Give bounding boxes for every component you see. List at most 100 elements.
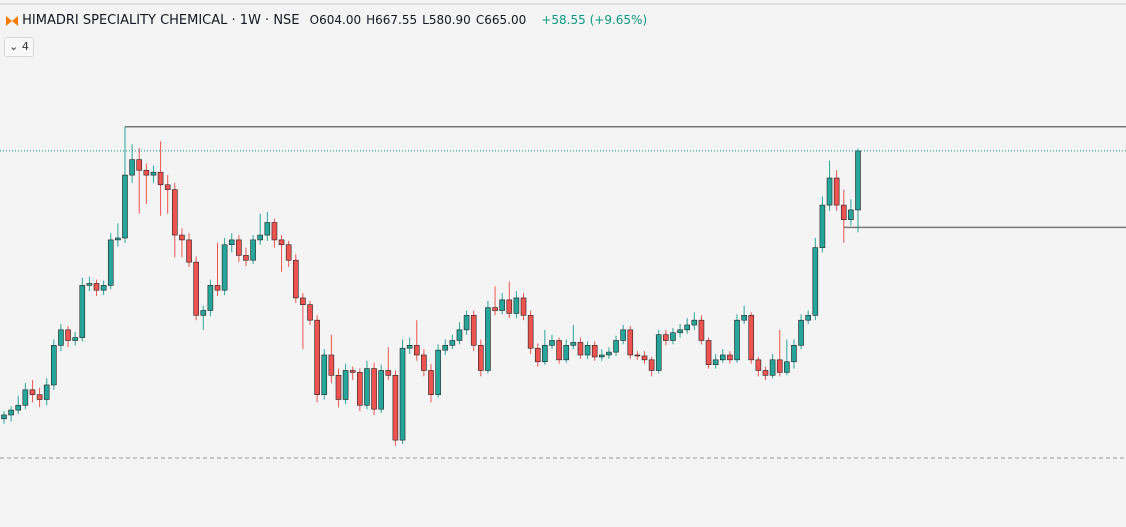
- indicator-count: 4: [21, 40, 29, 53]
- candle-body: [755, 359, 762, 371]
- candle-body: [236, 239, 242, 256]
- candle-body: [506, 299, 513, 314]
- candle-body: [442, 345, 449, 351]
- candle-body: [136, 159, 143, 171]
- candle-body: [243, 255, 249, 261]
- candle-body: [577, 342, 584, 356]
- candle-body: [570, 342, 577, 346]
- candle-body: [556, 340, 562, 361]
- candle-body: [719, 354, 726, 361]
- candle-body: [36, 394, 43, 400]
- candle-body: [513, 297, 520, 314]
- candle-body: [598, 354, 605, 358]
- candle-body: [107, 239, 114, 286]
- candle-body: [791, 345, 797, 363]
- candle-body: [193, 261, 199, 316]
- candle-body: [748, 315, 755, 361]
- candle-body: [51, 345, 57, 386]
- candle-body: [677, 329, 683, 334]
- candle-body: [314, 319, 320, 395]
- candle-body: [435, 349, 441, 395]
- candle-body: [855, 150, 861, 211]
- candle-body: [620, 329, 626, 341]
- candle-body: [399, 347, 406, 441]
- candle-body: [492, 307, 498, 311]
- candle-body: [65, 329, 71, 341]
- legend-value: 580.90: [428, 13, 471, 27]
- legend-label: C: [475, 13, 485, 27]
- candle-body: [784, 361, 790, 373]
- candle-body: [86, 283, 93, 286]
- candle-body: [591, 345, 598, 358]
- candle-body: [115, 237, 121, 241]
- candle-body: [143, 169, 150, 176]
- candle-body: [79, 285, 86, 338]
- candle-body: [342, 370, 349, 400]
- candle-body: [186, 239, 192, 263]
- candle-body: [684, 324, 691, 331]
- candle-body: [456, 329, 463, 341]
- candle-body: [734, 319, 740, 361]
- candle-body: [122, 174, 128, 239]
- candle-body: [534, 347, 541, 363]
- candle-body: [43, 384, 50, 400]
- candle-body: [727, 354, 733, 361]
- candle-body: [100, 285, 107, 291]
- candle-body: [371, 368, 377, 410]
- candle-body: [335, 375, 342, 400]
- candle-body: [470, 315, 477, 346]
- candle-body: [1, 414, 7, 420]
- candle-body: [29, 389, 36, 395]
- candle-body: [463, 315, 470, 331]
- candle-body: [698, 319, 705, 341]
- candle-body: [264, 222, 271, 236]
- candle-body: [378, 370, 384, 410]
- candle-body: [584, 345, 591, 356]
- candle-body: [307, 304, 313, 321]
- candle-body: [292, 259, 299, 299]
- candle-body: [22, 389, 29, 406]
- candle-body: [819, 204, 826, 248]
- candle-body: [321, 354, 328, 395]
- candle-body: [278, 239, 285, 246]
- candle-body: [691, 319, 698, 326]
- candle-body: [214, 285, 221, 291]
- candle-body: [741, 315, 747, 321]
- candle-body: [478, 345, 484, 371]
- candle-body: [221, 244, 228, 291]
- legend-value: 665.00: [484, 13, 527, 27]
- candle-body: [392, 375, 399, 441]
- candle-body: [641, 355, 648, 361]
- legend-value: 667.55: [375, 13, 418, 27]
- candle-body: [157, 171, 164, 186]
- candle-body: [179, 234, 185, 241]
- candle-body: [285, 244, 292, 261]
- candle-body: [413, 345, 420, 356]
- legend-value: 604.00: [319, 13, 362, 27]
- candle-body: [257, 234, 264, 241]
- candle-body: [228, 239, 235, 246]
- legend-label: L: [422, 13, 429, 27]
- candle-body: [527, 315, 534, 349]
- candle-body: [627, 329, 634, 356]
- candle-body: [520, 297, 527, 316]
- candle-body: [172, 189, 178, 236]
- legend-label: H: [366, 13, 376, 27]
- candle-body: [300, 297, 306, 306]
- candle-body: [428, 370, 434, 395]
- candle-body: [805, 315, 811, 321]
- candle-body: [349, 370, 356, 373]
- candle-body: [406, 345, 413, 349]
- candle-body: [606, 351, 612, 356]
- candle-body: [826, 177, 833, 206]
- candle-body: [769, 359, 776, 376]
- indicators-toggle[interactable]: ⌄ 4: [4, 37, 34, 57]
- candle-body: [150, 171, 157, 176]
- candle-body: [613, 340, 619, 353]
- candle-body: [385, 370, 392, 376]
- candle-body: [833, 177, 840, 206]
- candle-body: [712, 359, 719, 365]
- candle-body: [549, 340, 555, 346]
